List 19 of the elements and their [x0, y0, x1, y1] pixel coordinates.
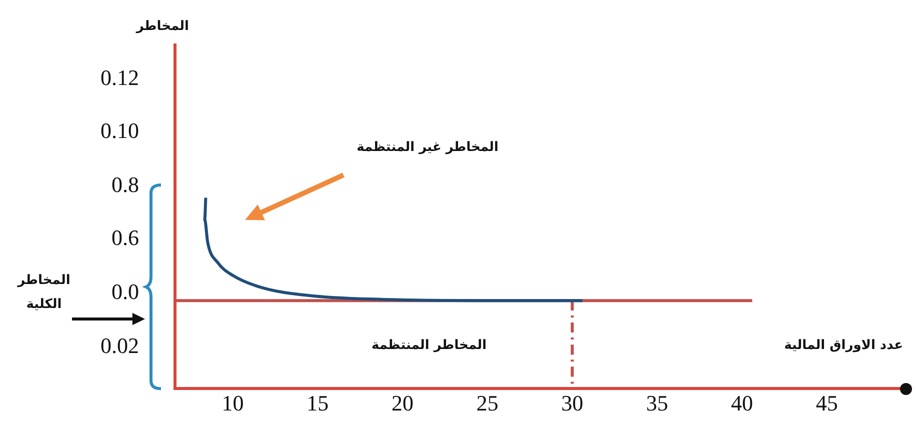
text: المخاطر الكلية [16, 272, 72, 314]
x-tick-label: 25 [476, 390, 498, 416]
x-tick-label: 40 [731, 390, 754, 416]
text: 0.8 [112, 172, 139, 198]
x-tick-label: 10 [222, 390, 244, 416]
text: 0.6 [112, 225, 139, 252]
text: المخاطر [136, 19, 189, 34]
text: 0.10 [100, 118, 139, 144]
text: 0.12 [100, 64, 139, 91]
text: 0.02 [100, 332, 139, 359]
x-tick-label: 30 [561, 390, 584, 416]
annotation: المخاطر المنتظمة [371, 338, 487, 353]
x-tick-label: 20 [391, 390, 414, 416]
x-tick-label: 45 [816, 390, 838, 416]
text: 0.0 [112, 279, 139, 305]
x-tick-label: 15 [306, 390, 329, 416]
x-axis-title: عدد الاوراق المالية [784, 338, 903, 353]
x-tick-label: 35 [646, 390, 668, 416]
text: المخاطر غير المنتظمة [356, 140, 499, 155]
